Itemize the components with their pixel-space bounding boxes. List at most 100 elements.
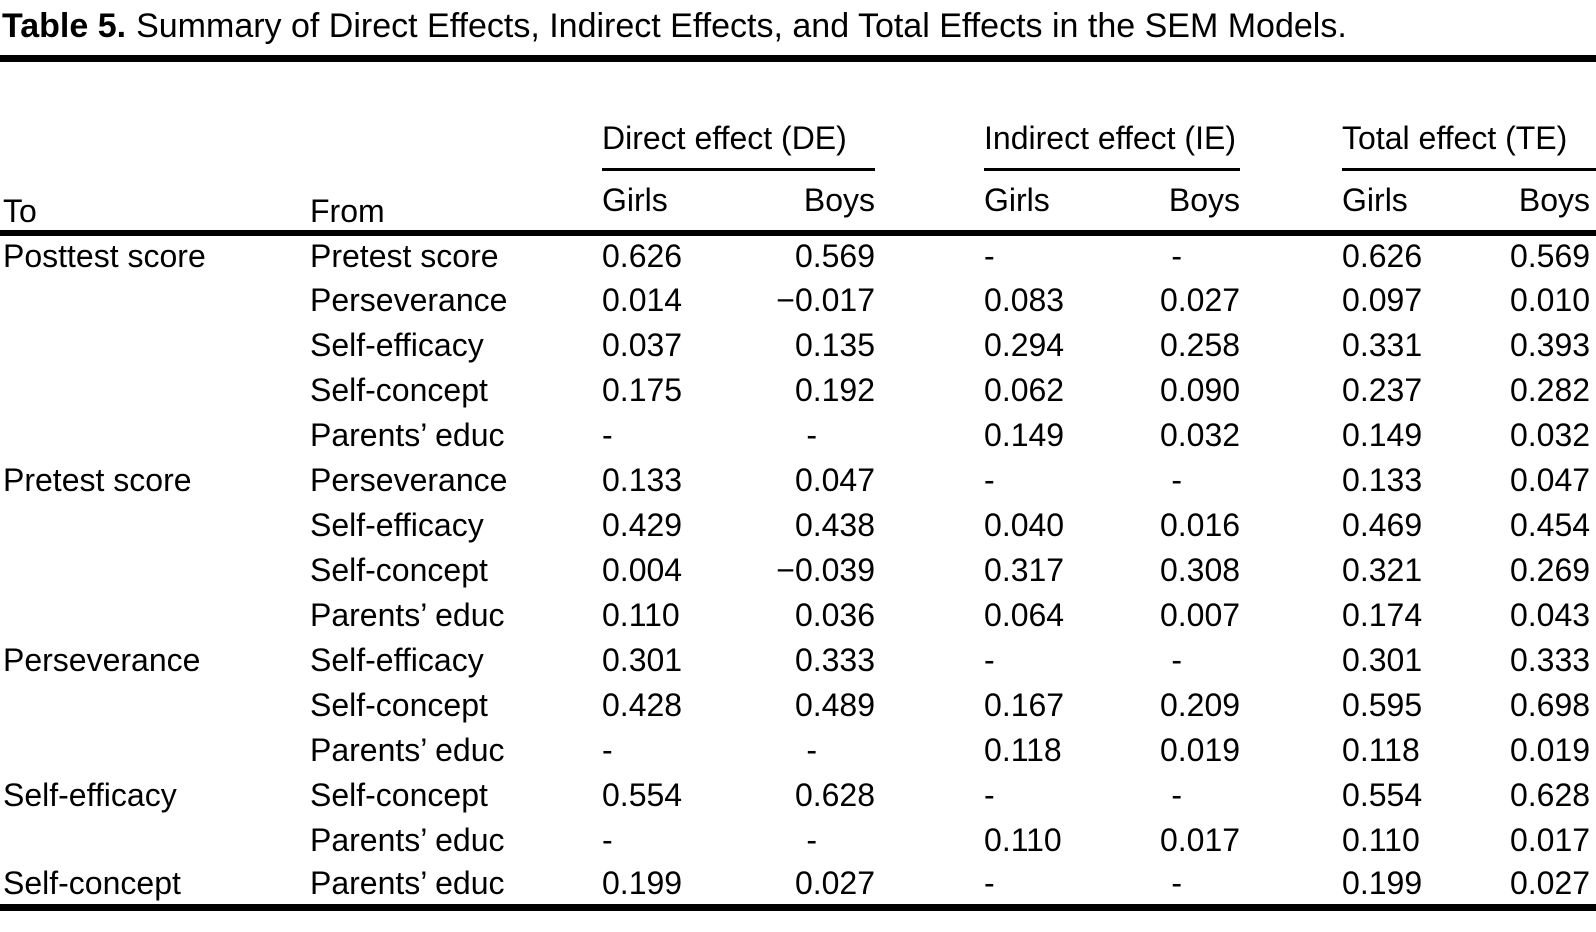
group-header-direct-effect: Direct effect (DE) xyxy=(594,59,876,171)
cell-direct-girls: 0.429 xyxy=(602,506,683,543)
table-row: Parents’ educ - - 0.110 0.017 0.110 0.01… xyxy=(0,818,1596,863)
cell-direct-girls: 0.199 xyxy=(602,864,683,901)
table-row: Parents’ educ 0.110 0.036 0.064 0.007 0.… xyxy=(0,593,1596,638)
cell-indirect-girls: - xyxy=(984,238,995,274)
cell-total-boys: 0.454 xyxy=(1509,506,1591,543)
cell-from: Self-concept xyxy=(310,776,488,813)
cell-to xyxy=(0,683,302,728)
cell-indirect-boys: - xyxy=(1171,461,1183,498)
cell-total-boys: 0.017 xyxy=(1509,821,1591,858)
cell-indirect-boys: 0.209 xyxy=(1159,686,1241,723)
cell-to xyxy=(0,728,302,773)
cell-to: Self-efficacy xyxy=(3,776,177,813)
subheader-row: Girls Boys Girls Boys Girls Boys xyxy=(0,170,1596,236)
table-row: Self-efficacy Self-concept 0.554 0.628 -… xyxy=(0,773,1596,818)
cell-to: Perseverance xyxy=(3,641,201,678)
subheader-girls-de: Girls xyxy=(594,170,729,236)
cell-total-boys: 0.269 xyxy=(1509,551,1591,588)
cell-indirect-girls: - xyxy=(984,864,995,901)
table-row: Perseverance Self-efficacy 0.301 0.333 -… xyxy=(0,638,1596,683)
cell-total-boys: 0.393 xyxy=(1509,326,1591,363)
cell-direct-girls: 0.014 xyxy=(602,281,683,318)
cell-total-girls: 0.110 xyxy=(1342,821,1420,858)
cell-direct-girls: - xyxy=(602,416,613,453)
cell-direct-boys: 0.628 xyxy=(794,776,876,813)
cell-to xyxy=(0,548,302,593)
cell-to: Self-concept xyxy=(3,864,181,901)
cell-direct-boys: - xyxy=(806,821,818,858)
cell-direct-boys: - xyxy=(806,416,818,453)
group-header-direct-effect-label: Direct effect (DE) xyxy=(602,118,876,171)
cell-from: Pretest score xyxy=(310,238,499,274)
cell-indirect-boys: 0.017 xyxy=(1159,821,1241,858)
cell-total-boys: 0.047 xyxy=(1509,461,1591,498)
cell-direct-boys: 0.192 xyxy=(794,371,876,408)
column-header-from: From xyxy=(302,58,594,236)
cell-direct-boys: - xyxy=(806,731,818,768)
cell-total-girls: 0.469 xyxy=(1342,506,1423,543)
cell-from: Self-concept xyxy=(310,686,488,723)
cell-direct-boys: 0.047 xyxy=(794,461,876,498)
cell-from: Perseverance xyxy=(310,461,508,498)
cell-to xyxy=(0,368,302,413)
cell-total-girls: 0.199 xyxy=(1342,864,1423,901)
cell-indirect-girls: 0.064 xyxy=(984,596,1065,633)
cell-direct-girls: 0.133 xyxy=(602,461,683,498)
cell-indirect-girls: 0.110 xyxy=(984,821,1062,858)
cell-indirect-girls: 0.149 xyxy=(984,416,1065,453)
cell-total-girls: 0.174 xyxy=(1342,596,1423,633)
cell-direct-girls: 0.175 xyxy=(602,371,683,408)
cell-indirect-boys: 0.032 xyxy=(1159,416,1241,453)
cell-from: Parents’ educ xyxy=(310,864,505,901)
subheader-boys-ie: Boys xyxy=(1085,170,1241,236)
subheader-boys-de: Boys xyxy=(729,170,876,236)
cell-total-girls: 0.149 xyxy=(1342,416,1423,453)
cell-total-girls: 0.118 xyxy=(1342,731,1420,768)
effects-table: To From Direct effect (DE) Indirect effe… xyxy=(0,55,1596,911)
cell-from: Parents’ educ xyxy=(310,731,505,768)
cell-to: Posttest score xyxy=(3,238,206,274)
table-row: Self-concept 0.004 −0.039 0.317 0.308 0.… xyxy=(0,548,1596,593)
cell-direct-boys: 0.489 xyxy=(794,686,876,723)
cell-total-girls: 0.626 xyxy=(1342,238,1423,274)
cell-indirect-boys: 0.019 xyxy=(1159,731,1241,768)
subheader-girls-ie: Girls xyxy=(875,170,1086,236)
cell-total-boys: 0.043 xyxy=(1509,596,1591,633)
cell-indirect-girls: 0.167 xyxy=(984,686,1065,723)
cell-total-girls: 0.301 xyxy=(1342,641,1423,678)
cell-direct-girls: - xyxy=(602,821,613,858)
cell-total-girls: 0.133 xyxy=(1342,461,1423,498)
cell-to xyxy=(0,503,302,548)
cell-indirect-girls: - xyxy=(984,776,995,813)
table-row: Perseverance 0.014 −0.017 0.083 0.027 0.… xyxy=(0,278,1596,323)
table-row: Pretest score Perseverance 0.133 0.047 -… xyxy=(0,458,1596,503)
cell-total-girls: 0.237 xyxy=(1342,371,1423,408)
cell-total-boys: 0.010 xyxy=(1509,281,1591,318)
cell-indirect-girls: - xyxy=(984,641,995,678)
cell-indirect-boys: - xyxy=(1171,238,1183,274)
table-row: Parents’ educ - - 0.118 0.019 0.118 0.01… xyxy=(0,728,1596,773)
cell-total-girls: 0.321 xyxy=(1342,551,1423,588)
table-title-text: Summary of Direct Effects, Indirect Effe… xyxy=(136,7,1347,45)
cell-total-boys: 0.032 xyxy=(1509,416,1591,453)
cell-from: Parents’ educ xyxy=(310,821,505,858)
cell-indirect-girls: - xyxy=(984,461,995,498)
cell-total-boys: 0.027 xyxy=(1509,864,1591,901)
cell-from: Self-efficacy xyxy=(310,641,484,678)
table-title-label: Table 5. xyxy=(2,7,127,45)
cell-to xyxy=(0,413,302,458)
table-row: Self-concept Parents’ educ 0.199 0.027 -… xyxy=(0,863,1596,908)
cell-indirect-boys: 0.016 xyxy=(1159,506,1241,543)
cell-to xyxy=(0,593,302,638)
cell-from: Self-concept xyxy=(310,551,488,588)
group-header-total-effect: Total effect (TE) xyxy=(1240,59,1596,171)
subheader-boys-te: Boys xyxy=(1465,170,1596,236)
cell-total-girls: 0.554 xyxy=(1342,776,1423,813)
cell-direct-girls: 0.626 xyxy=(602,238,683,274)
cell-direct-girls: 0.428 xyxy=(602,686,683,723)
group-header-indirect-effect: Indirect effect (IE) xyxy=(875,59,1241,171)
cell-indirect-boys: - xyxy=(1171,641,1183,678)
cell-to: Pretest score xyxy=(3,461,192,498)
table-row: Self-efficacy 0.037 0.135 0.294 0.258 0.… xyxy=(0,323,1596,368)
cell-direct-girls: 0.110 xyxy=(602,596,680,633)
